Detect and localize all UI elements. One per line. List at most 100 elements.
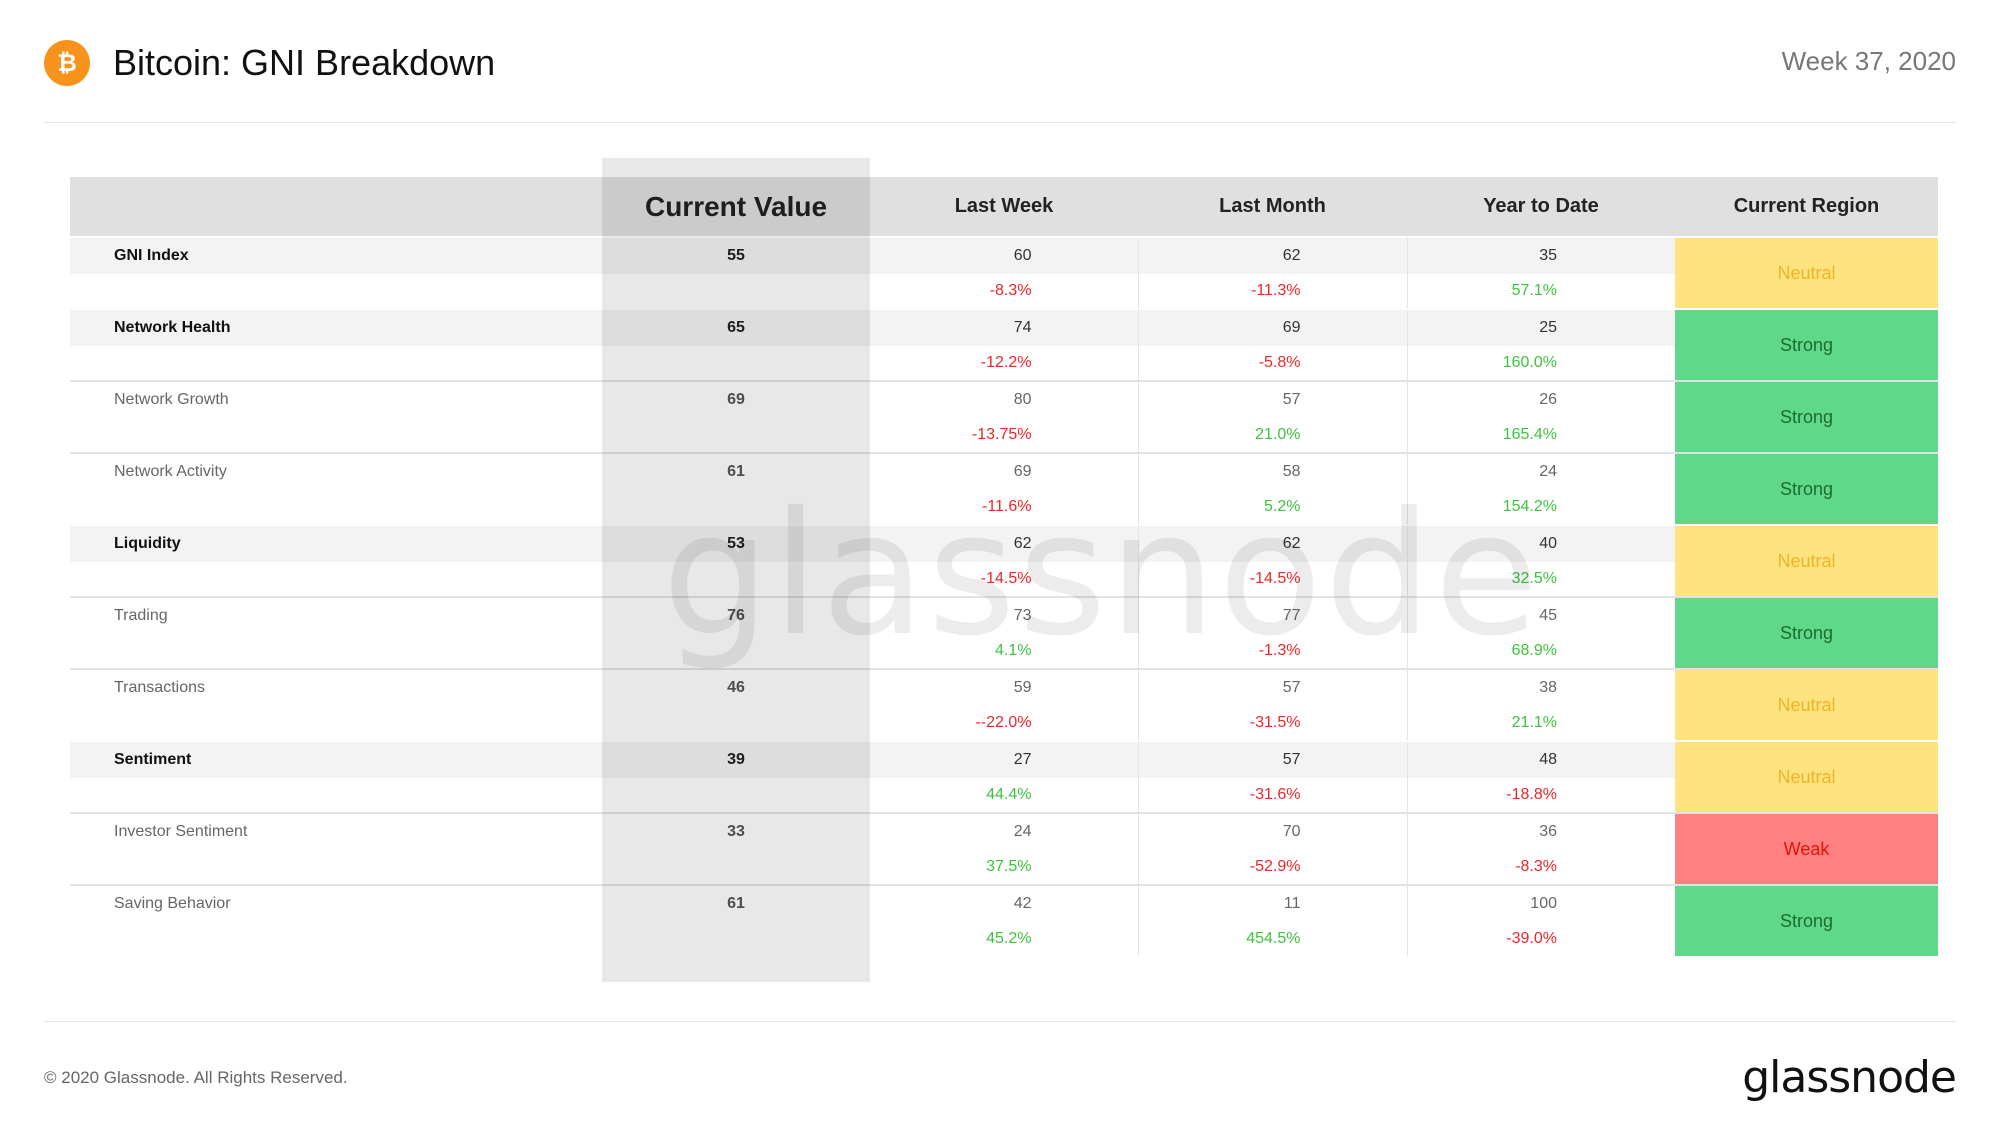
table-row: Liquidity 53 62 62 40 Neutral	[70, 524, 1938, 597]
ytd-change: 160.0%	[1407, 346, 1675, 381]
table-row-change: 45.2% 454.5% -39.0%	[70, 922, 1938, 956]
table-row: Network Health 65 74 69 25 Strong	[70, 308, 1938, 381]
last-week-change: -12.2%	[870, 346, 1139, 381]
last-month-change: -11.3%	[1138, 274, 1408, 309]
table-row-change: -12.2% -5.8% 160.0%	[70, 346, 1938, 381]
current-value-spacer	[602, 562, 870, 597]
last-month-cell: 62	[1138, 524, 1408, 562]
current-value-cell: 39	[602, 740, 870, 778]
last-month-change: -14.5%	[1138, 562, 1408, 597]
row-name-spacer	[70, 418, 602, 453]
table-row: Network Activity 61 69 58 24 Strong	[70, 452, 1938, 525]
last-week-cell: 24	[870, 812, 1139, 850]
table-row: Transactions 46 59 57 38 Neutral	[70, 668, 1938, 741]
current-value-cell: 33	[602, 812, 870, 850]
row-name-spacer	[70, 346, 602, 381]
row-name-spacer	[70, 490, 602, 525]
table-row: Sentiment 39 27 57 48 Neutral	[70, 740, 1938, 813]
ytd-cell: 38	[1407, 668, 1675, 706]
last-week-cell: 27	[870, 740, 1139, 778]
region-badge: Neutral	[1675, 740, 1938, 813]
current-value-cell: 61	[602, 452, 870, 490]
table-row-change: -13.75% 21.0% 165.4%	[70, 418, 1938, 453]
current-value-spacer	[602, 346, 870, 381]
current-value-cell: 46	[602, 668, 870, 706]
last-week-change: -11.6%	[870, 490, 1139, 525]
header-current-value: Current Value	[602, 177, 870, 237]
table-row: Saving Behavior 61 42 11 100 Strong	[70, 884, 1938, 956]
bitcoin-icon: ₿	[44, 40, 90, 86]
table-row-change: -14.5% -14.5% 32.5%	[70, 562, 1938, 597]
ytd-change: 21.1%	[1511, 714, 1557, 731]
table-row: Trading 76 73 77 45 Strong	[70, 596, 1938, 669]
table-row-change: 44.4% -31.6% -18.8%	[70, 778, 1938, 813]
row-name-spacer	[70, 922, 602, 956]
ytd-cell: 45	[1407, 596, 1675, 634]
row-name: Network Health	[70, 308, 602, 346]
row-name: Liquidity	[70, 524, 602, 562]
table-row-change: 37.5% -52.9% -8.3%	[70, 850, 1938, 885]
ytd-cell: 100	[1407, 884, 1675, 922]
current-value-column-highlight	[602, 158, 870, 982]
table-row-change: 4.1% -1.3% 68.9%	[70, 634, 1938, 669]
last-week-change: 4.1%	[870, 634, 1139, 669]
table-row: Network Growth 69 80 57 26 Strong	[70, 380, 1938, 453]
last-month-cell: 62	[1138, 236, 1408, 274]
last-week-cell: 69	[870, 452, 1139, 490]
row-name: Trading	[70, 596, 602, 634]
last-month-cell: 70	[1138, 812, 1408, 850]
last-month-change: 21.0%	[1138, 418, 1408, 453]
region-badge: Strong	[1675, 380, 1938, 453]
last-month-change: -52.9%	[1138, 850, 1408, 885]
ytd-cell: 25	[1407, 308, 1675, 346]
page-title: Bitcoin: GNI Breakdown	[113, 42, 496, 83]
ytd-change: 32.5%	[1407, 562, 1675, 597]
region-badge: Neutral	[1675, 668, 1938, 741]
last-week-change: --22.0%	[870, 706, 1139, 741]
row-name: Network Growth	[70, 380, 602, 418]
header-year-to-date: Year to Date	[1407, 177, 1675, 237]
last-week-cell: 42	[870, 884, 1139, 922]
week-label: Week 37, 2020	[1781, 46, 1956, 76]
last-month-cell: 69	[1138, 308, 1408, 346]
header-last-week: Last Week	[870, 177, 1138, 237]
row-name-spacer	[70, 706, 602, 741]
region-badge: Strong	[1675, 308, 1938, 381]
gni-breakdown-table: Current Value Last Week Last Month Year …	[70, 177, 1938, 956]
last-week-change: -14.5%	[870, 562, 1139, 597]
table-row-change: -8.3% -11.3% 57.1%	[70, 274, 1938, 309]
last-month-cell: 77	[1138, 596, 1408, 634]
ytd-cell: 35	[1407, 236, 1675, 274]
current-value-cell: 76	[602, 596, 870, 634]
region-badge: Strong	[1675, 596, 1938, 669]
last-month-cell: 11	[1138, 884, 1408, 922]
table-header-row: Current Value Last Week Last Month Year …	[70, 177, 1938, 237]
last-month-change: 5.2%	[1138, 490, 1408, 525]
current-value-spacer	[602, 274, 870, 309]
last-week-cell: 62	[870, 524, 1139, 562]
row-name: Saving Behavior	[70, 884, 602, 922]
ytd-change: -18.8%	[1407, 778, 1675, 813]
last-month-cell: 57	[1138, 380, 1408, 418]
ytd-change: -39.0%	[1506, 930, 1557, 947]
last-week-cell: 59	[870, 668, 1139, 706]
svg-text:₿: ₿	[57, 49, 77, 77]
ytd-cell: 36	[1407, 812, 1675, 850]
region-badge: Weak	[1675, 812, 1938, 885]
table-body: GNI Index 55 60 62 35 Neutral -8.3% -11.3% 57.1%…	[70, 236, 1938, 956]
last-week-change: 45.2%	[870, 922, 1139, 956]
current-value-cell: 61	[602, 884, 870, 922]
last-month-cell: 57	[1138, 740, 1408, 778]
last-month-change: -1.3%	[1138, 634, 1408, 669]
ytd-cell: 26	[1407, 380, 1675, 418]
current-value-spacer	[602, 778, 870, 813]
last-week-cell: 60	[870, 236, 1139, 274]
last-week-change: 37.5%	[870, 850, 1139, 885]
current-value-cell: 69	[602, 380, 870, 418]
row-name-spacer	[70, 778, 602, 813]
current-value-cell: 53	[602, 524, 870, 562]
ytd-cell: 24	[1407, 452, 1675, 490]
last-week-change: -8.3%	[870, 274, 1139, 309]
header-current-region: Current Region	[1675, 177, 1938, 237]
ytd-cell: 40	[1407, 524, 1675, 562]
